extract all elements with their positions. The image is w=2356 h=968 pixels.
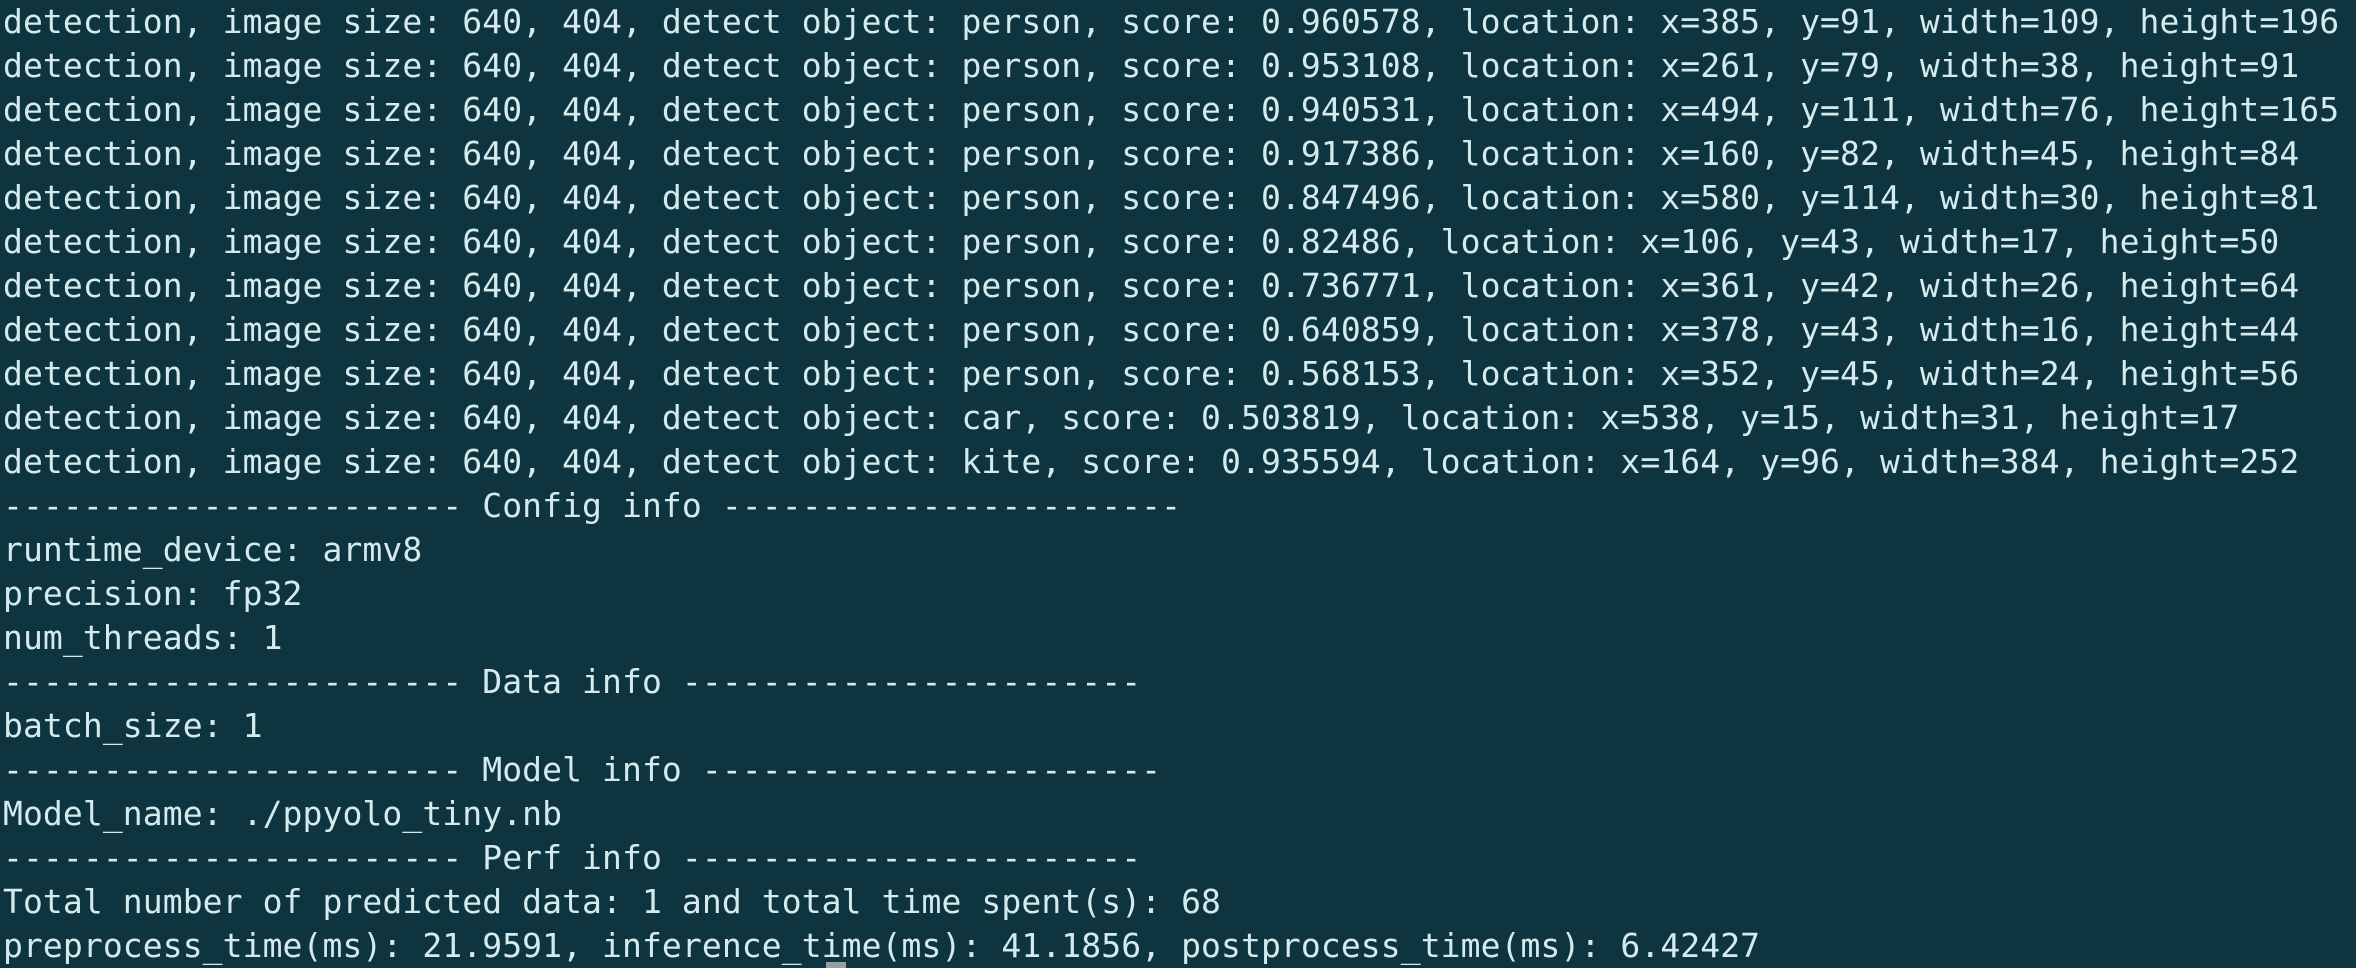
terminal-cursor [826,962,846,968]
section-2-line-0: Model_name: ./ppyolo_tiny.nb [3,794,563,833]
detection-line-7: detection, image size: 640, 404, detect … [3,310,2300,349]
detection-line-5: detection, image size: 640, 404, detect … [3,222,2280,261]
detection-line-0: detection, image size: 640, 404, detect … [3,2,2340,41]
terminal-lines: detection, image size: 640, 404, detect … [3,0,2356,968]
section-0-line-2: num_threads: 1 [3,618,283,657]
section-header-perf-info: ----------------------- Perf info ------… [3,838,1142,877]
section-3-line-1: preprocess_time(ms): 21.9591, inference_… [3,926,1761,965]
detection-line-3: detection, image size: 640, 404, detect … [3,134,2300,173]
section-0-line-1: precision: fp32 [3,574,303,613]
section-0-line-0: runtime_device: armv8 [3,530,423,569]
detection-line-2: detection, image size: 640, 404, detect … [3,90,2340,129]
section-header-data-info: ----------------------- Data info ------… [3,662,1142,701]
section-1-line-0: batch_size: 1 [3,706,263,745]
detection-line-6: detection, image size: 640, 404, detect … [3,266,2300,305]
detection-line-1: detection, image size: 640, 404, detect … [3,46,2300,85]
detection-line-10: detection, image size: 640, 404, detect … [3,442,2300,481]
detection-line-4: detection, image size: 640, 404, detect … [3,178,2320,217]
section-3-line-0: Total number of predicted data: 1 and to… [3,882,1222,921]
section-header-model-info: ----------------------- Model info -----… [3,750,1162,789]
section-header-config-info: ----------------------- Config info ----… [3,486,1182,525]
detection-line-9: detection, image size: 640, 404, detect … [3,398,2240,437]
detection-line-8: detection, image size: 640, 404, detect … [3,354,2300,393]
